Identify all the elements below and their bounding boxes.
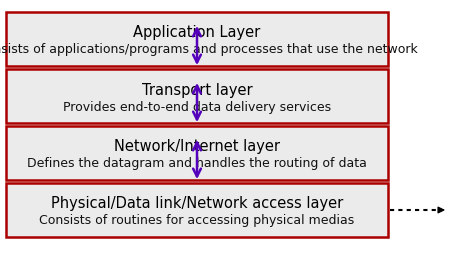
Bar <box>6 13 388 67</box>
Text: Transport layer: Transport layer <box>142 82 253 97</box>
Text: Consists of routines for accessing physical medias: Consists of routines for accessing physi… <box>40 214 354 227</box>
Text: Network/Internet layer: Network/Internet layer <box>114 139 280 154</box>
Bar <box>6 183 388 237</box>
Bar <box>6 126 388 180</box>
Text: Physical/Data link/Network access layer: Physical/Data link/Network access layer <box>51 196 343 211</box>
Text: Consists of applications/programs and processes that use the network: Consists of applications/programs and pr… <box>0 43 417 56</box>
Text: Application Layer: Application Layer <box>133 25 261 40</box>
Bar <box>6 70 388 123</box>
Text: Defines the datagram and handles the routing of data: Defines the datagram and handles the rou… <box>27 157 367 170</box>
Text: Provides end-to-end data delivery services: Provides end-to-end data delivery servic… <box>63 100 331 113</box>
